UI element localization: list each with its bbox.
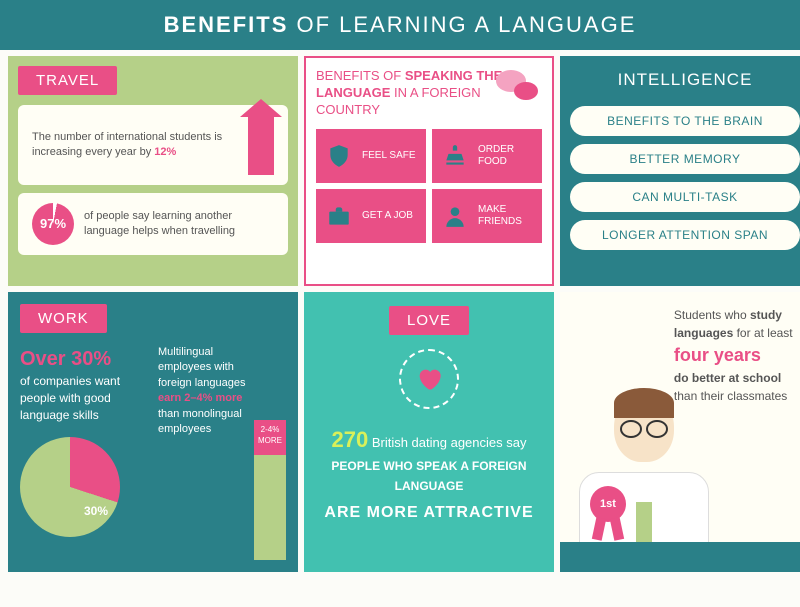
travel-stat-card-1: The number of international students is … (18, 105, 288, 185)
briefcase-icon (324, 201, 354, 231)
work-left: Over 30% of companies want people with g… (20, 345, 148, 560)
intel-pill: LONGER ATTENTION SPAN (570, 220, 800, 250)
bar-chart-icon: 2-4% MORE (254, 420, 286, 560)
shield-icon (324, 141, 354, 171)
work-right: Multilingual employees with foreign lang… (158, 345, 286, 560)
travel-stat-card-2: 97% of people say learning another langu… (18, 193, 288, 255)
pie-30-icon: 30% (20, 437, 120, 537)
infographic-grid: TRAVEL The number of international stude… (0, 50, 800, 578)
love-text: 270 British dating agencies say PEOPLE W… (318, 423, 540, 525)
speech-bubble-icon (496, 70, 540, 104)
benefit-item: MAKE FRIENDS (432, 189, 542, 243)
benefits-panel: BENEFITS OF SPEAKING THE LANGUAGE IN A F… (304, 56, 554, 286)
intelligence-tag: INTELLIGENCE (570, 66, 800, 94)
student-panel: Students who study languages for at leas… (560, 292, 800, 572)
ribbon-badge-icon: 1st (590, 486, 626, 522)
heart-icon (399, 349, 459, 409)
benefit-item: GET A JOB (316, 189, 426, 243)
work-tag: WORK (20, 304, 107, 333)
benefit-item: FEEL SAFE (316, 129, 426, 183)
intel-pill: CAN MULTI-TASK (570, 182, 800, 212)
love-tag: LOVE (389, 306, 469, 335)
food-icon (440, 141, 470, 171)
intel-pill: BETTER MEMORY (570, 144, 800, 174)
intelligence-panel: INTELLIGENCE BENEFITS TO THE BRAIN BETTER… (560, 56, 800, 286)
person-icon (440, 201, 470, 231)
pie-97-icon: 97% (32, 203, 74, 245)
student-text: Students who study languages for at leas… (674, 306, 796, 405)
travel-tag: TRAVEL (18, 66, 117, 95)
page-title: BENEFITS OF LEARNING A LANGUAGE (0, 0, 800, 50)
arrow-up-icon (248, 115, 274, 175)
love-panel: LOVE 270 British dating agencies say PEO… (304, 292, 554, 572)
benefit-item: ORDER FOOD (432, 129, 542, 183)
intel-pill: BENEFITS TO THE BRAIN (570, 106, 800, 136)
work-panel: WORK Over 30% of companies want people w… (8, 292, 298, 572)
travel-panel: TRAVEL The number of international stude… (8, 56, 298, 286)
